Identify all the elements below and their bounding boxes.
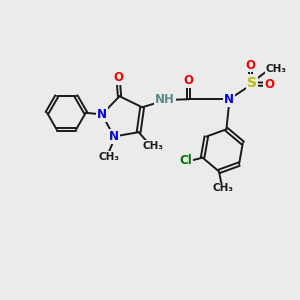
Text: N: N — [224, 93, 234, 106]
Text: O: O — [113, 71, 123, 84]
Text: CH₃: CH₃ — [266, 64, 287, 74]
Text: N: N — [97, 108, 107, 121]
Text: NH: NH — [155, 93, 175, 106]
Text: O: O — [264, 79, 274, 92]
Text: CH₃: CH₃ — [99, 152, 120, 162]
Text: CH₃: CH₃ — [142, 141, 164, 151]
Text: O: O — [184, 74, 194, 87]
Text: O: O — [246, 58, 256, 72]
Text: S: S — [247, 76, 257, 90]
Text: Cl: Cl — [179, 154, 192, 167]
Text: CH₃: CH₃ — [212, 183, 233, 194]
Text: N: N — [109, 130, 119, 143]
